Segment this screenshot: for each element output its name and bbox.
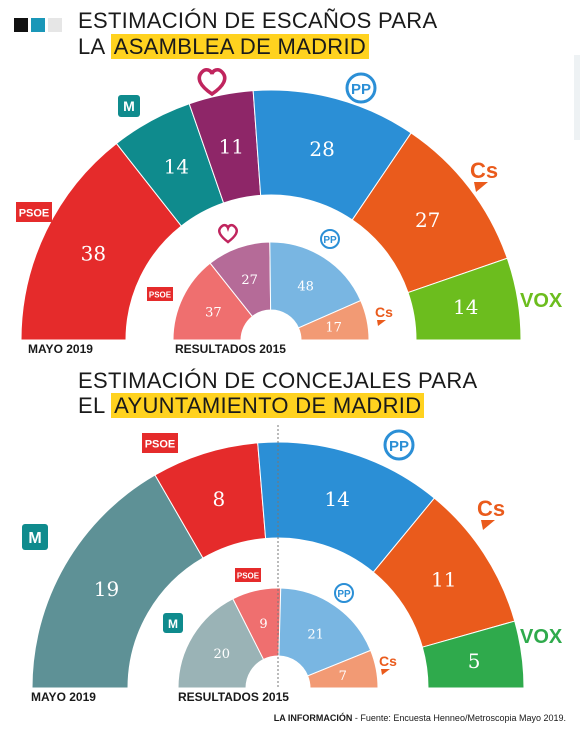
chart1-title-prefix: LA bbox=[78, 34, 105, 59]
inner-pp-logo-text-2: PP bbox=[337, 589, 351, 600]
chart1-outer-label-podemos: 11 bbox=[219, 135, 244, 159]
vox-logo-icon: VOX bbox=[520, 290, 563, 312]
psoe-logo-text-2: PSOE bbox=[145, 439, 176, 451]
inner-psoe-logo-text: PSOE bbox=[149, 291, 172, 300]
inner-mas-madrid-logo-text-2: M bbox=[168, 617, 178, 631]
cs-logo-text: Cs bbox=[470, 158, 498, 183]
chart1-inner-label-podemos: 27 bbox=[241, 273, 258, 288]
brand-square-black bbox=[14, 18, 28, 32]
chart1-inner-slice-cs bbox=[297, 299, 370, 341]
chart2-inner-label-psoe: 9 bbox=[259, 617, 267, 632]
pp-logo-text-2: PP bbox=[389, 438, 409, 455]
chart1-inner-caption: RESULTADOS 2015 bbox=[175, 342, 286, 356]
brand-squares bbox=[14, 18, 62, 32]
chart2-outer-ring: 19 8 14 11 5 bbox=[31, 441, 525, 689]
mas-madrid-logo-icon-2: M bbox=[22, 524, 48, 550]
chart1-inner-label-psoe: 37 bbox=[205, 306, 222, 321]
chart1-outer-label-pp: 28 bbox=[309, 137, 334, 161]
brand-square-blue bbox=[31, 18, 45, 32]
chart2-inner-caption: RESULTADOS 2015 bbox=[178, 690, 289, 704]
chart1-title-line1: ESTIMACIÓN DE ESCAÑOS PARA bbox=[78, 8, 438, 33]
inner-psoe-logo-icon: PSOE bbox=[147, 287, 173, 301]
chart1-outer-label-psoe: 38 bbox=[81, 242, 106, 266]
inner-mas-madrid-logo-icon-2: M bbox=[163, 613, 183, 633]
psoe-logo-icon-2: PSOE bbox=[142, 433, 178, 453]
pp-logo-icon: PP bbox=[345, 72, 377, 104]
chart2-title-highlight: AYUNTAMIENTO DE MADRID bbox=[111, 393, 425, 418]
source-note: LA INFORMACIÓN - Fuente: Encuesta Henneo… bbox=[274, 713, 566, 723]
chart2-inner-slice-pp bbox=[278, 587, 372, 677]
cs-logo-text-2: Cs bbox=[477, 496, 505, 521]
chart2-outer-label-vox: 5 bbox=[468, 649, 481, 673]
chart2-inner-ring: 20 9 21 7 bbox=[177, 587, 379, 689]
chart1-inner-slice-pp bbox=[269, 241, 362, 329]
chart2-title-line2: EL AYUNTAMIENTO DE MADRID bbox=[78, 393, 425, 419]
chart1-title-highlight: ASAMBLEA DE MADRID bbox=[110, 34, 370, 59]
vox-logo-text-2: VOX bbox=[520, 626, 563, 648]
cs-logo-icon: Cs bbox=[470, 158, 498, 192]
chart1-inner-label-pp: 48 bbox=[297, 280, 314, 295]
chart2-outer-caption: MAYO 2019 bbox=[31, 690, 96, 704]
chart2-outer-label-psoe: 8 bbox=[213, 487, 226, 511]
chart2-inner-label-pp: 21 bbox=[307, 627, 324, 642]
inner-psoe-logo-text-2: PSOE bbox=[237, 572, 260, 581]
vox-logo-text: VOX bbox=[520, 290, 563, 312]
podemos-heart-icon bbox=[197, 68, 227, 97]
cs-logo-icon-2: Cs bbox=[477, 496, 505, 530]
inner-psoe-logo-icon-2: PSOE bbox=[235, 568, 261, 582]
chart1-outer-ring: 38 14 11 28 27 14 bbox=[20, 89, 522, 341]
mas-madrid-logo-text-2: M bbox=[28, 530, 41, 547]
chart2-inner-slice-más-madrid bbox=[177, 598, 265, 689]
inner-pp-logo-icon-2: PP bbox=[334, 583, 354, 603]
chart2-outer-label-cs: 11 bbox=[431, 568, 456, 592]
chart1-inner-slice-psoe bbox=[172, 262, 254, 341]
side-decoration bbox=[574, 55, 580, 140]
chart2-title-line1: ESTIMACIÓN DE CONCEJALES PARA bbox=[78, 368, 478, 393]
inner-pp-logo-text: PP bbox=[323, 235, 337, 246]
vox-logo-icon-2: VOX bbox=[520, 626, 563, 648]
inner-cs-logo-icon: Cs bbox=[375, 304, 393, 326]
chart2-inner-slice-cs bbox=[306, 649, 379, 689]
inner-podemos-heart-icon bbox=[218, 223, 238, 244]
pp-logo-text: PP bbox=[351, 81, 371, 98]
chart2-inner-label-más-madrid: 20 bbox=[213, 647, 230, 662]
chart1-outer-label-más-madrid: 14 bbox=[164, 155, 189, 179]
chart2-outer-label-pp: 14 bbox=[324, 487, 349, 511]
inner-cs-logo-text-2: Cs bbox=[379, 653, 397, 669]
pp-logo-icon-2: PP bbox=[383, 429, 415, 461]
mas-madrid-logo-text: M bbox=[123, 98, 135, 114]
psoe-logo-icon: PSOE bbox=[16, 202, 52, 222]
chart1-outer-label-cs: 27 bbox=[415, 208, 440, 232]
chart1-outer-slice-vox bbox=[407, 257, 522, 341]
inner-cs-logo-text: Cs bbox=[375, 304, 393, 320]
inner-cs-logo-icon-2: Cs bbox=[379, 653, 397, 675]
chart1-inner-ring: 37 27 48 17 bbox=[172, 241, 370, 341]
mas-madrid-logo-icon: M bbox=[118, 95, 140, 117]
chart1-inner-label-cs: 17 bbox=[325, 320, 342, 335]
chart2-outer-label-más-madrid: 19 bbox=[94, 577, 119, 601]
chart1-title-line2: LA ASAMBLEA DE MADRID bbox=[78, 34, 370, 60]
chart2-inner-label-cs: 7 bbox=[339, 669, 347, 684]
chart1-outer-label-vox: 14 bbox=[453, 295, 478, 319]
brand-square-grey bbox=[48, 18, 62, 32]
chart1-outer-caption: MAYO 2019 bbox=[28, 342, 93, 356]
inner-pp-logo-icon: PP bbox=[320, 229, 340, 249]
psoe-logo-text: PSOE bbox=[19, 208, 50, 220]
chart2-outer-slice-vox bbox=[421, 620, 525, 689]
chart2-title-prefix: EL bbox=[78, 393, 105, 418]
source-outlet: LA INFORMACIÓN bbox=[273, 713, 353, 723]
source-text: - Fuente: Encuesta Henneo/Metroscopia Ma… bbox=[352, 713, 566, 723]
